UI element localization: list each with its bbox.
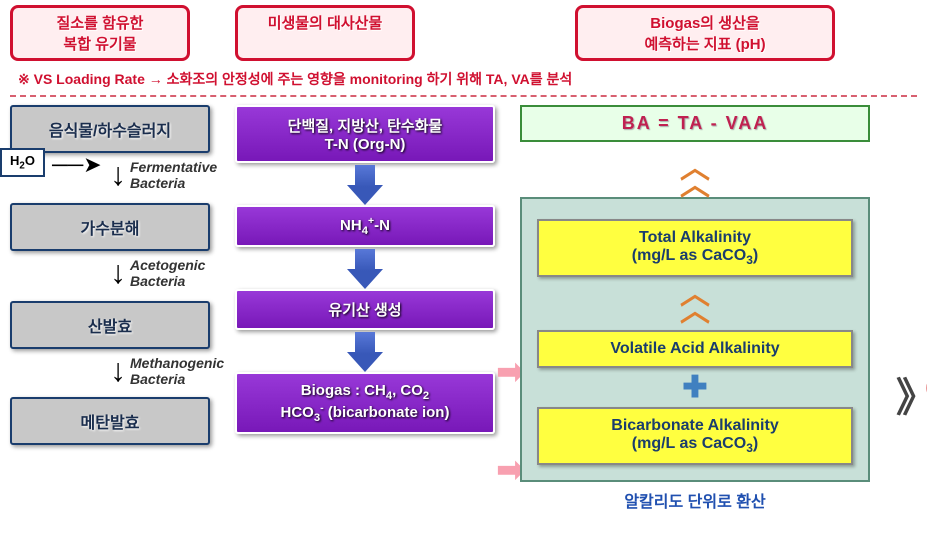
formula-box: BA = TA - VAA — [520, 105, 870, 142]
arrow-metab-1 — [235, 163, 495, 205]
metabolite-column: 단백질, 지방산, 탄수화물T-N (Org-N) NH4+-N 유기산 생성 … — [235, 105, 495, 512]
up-chevron-icon: ︿︿ — [522, 151, 868, 204]
stage-methane: 메탄발효 — [10, 397, 210, 445]
stage-input: 음식물/하수슬러지 — [10, 105, 210, 153]
bicarb-alkalinity: Bicarbonate Alkalinity(mg/L as CaCO3) — [537, 407, 853, 465]
stage-hydrolysis: 가수분해 — [10, 203, 210, 251]
stage-acid: 산발효 — [10, 301, 210, 349]
down-arrow-icon: ↓ — [110, 256, 126, 288]
arrow-gap-3: ↓ MethanogenicBacteria — [10, 349, 210, 397]
down-chevron-icon — [347, 185, 383, 205]
divider — [10, 95, 917, 97]
down-arrow-icon: ↓ — [110, 354, 126, 386]
bacteria-methano: MethanogenicBacteria — [130, 355, 240, 387]
header-indicator: Biogas의 생산을예측하는 지표 (pH) — [575, 5, 835, 61]
alkalinity-bigbox: ︿︿ Total Alkalinity(mg/L as CaCO3) ︿︿ Vo… — [520, 197, 870, 482]
metab-substrate: 단백질, 지방산, 탄수화물T-N (Org-N) — [235, 105, 495, 163]
metab-biogas: Biogas : CH4, CO2HCO3- (bicarbonate ion) — [235, 372, 495, 434]
alkalinity-column: BA = TA - VAA ︿︿ Total Alkalinity(mg/L a… — [520, 105, 870, 512]
bacteria-ferm: FermentativeBacteria — [130, 159, 240, 191]
main-area: 음식물/하수슬러지 H2O ──➤ ↓ FermentativeBacteria… — [0, 105, 927, 512]
down-arrow-icon: ↓ — [110, 158, 126, 190]
note-text: ※ VS Loading Rate → 소화조의 안정성에 주는 영향을 mon… — [0, 66, 927, 95]
h2o-arrow-icon: ──➤ — [52, 152, 102, 178]
caption: 알칼리도 단위로 환산 — [520, 482, 870, 512]
header-organics: 질소를 함유한복합 유기물 — [10, 5, 190, 61]
header-metabolites: 미생물의 대사산물 — [235, 5, 415, 61]
process-column: 음식물/하수슬러지 H2O ──➤ ↓ FermentativeBacteria… — [10, 105, 210, 512]
header-row: 질소를 함유한복합 유기물 미생물의 대사산물 Biogas의 생산을예측하는 … — [0, 0, 927, 66]
metab-acid: 유기산 생성 — [235, 289, 495, 330]
down-chevron-icon — [347, 352, 383, 372]
up-chevron-icon: ︿︿ — [537, 277, 853, 330]
arrow-metab-2 — [235, 247, 495, 289]
h2o-label: H2O — [0, 148, 45, 177]
total-alkalinity: Total Alkalinity(mg/L as CaCO3) — [537, 219, 853, 277]
down-chevron-icon — [347, 269, 383, 289]
big-chevron-icon: 》 — [896, 365, 918, 423]
volatile-alkalinity: Volatile Acid Alkalinity — [537, 330, 853, 368]
arrow-gap-1: H2O ──➤ ↓ FermentativeBacteria — [10, 153, 210, 203]
plus-icon: ✚ — [537, 368, 853, 407]
bacteria-aceto: AcetogenicBacteria — [130, 257, 240, 289]
metab-nh4: NH4+-N — [235, 205, 495, 247]
arrow-metab-3 — [235, 330, 495, 372]
arrow-gap-2: ↓ AcetogenicBacteria — [10, 251, 210, 301]
